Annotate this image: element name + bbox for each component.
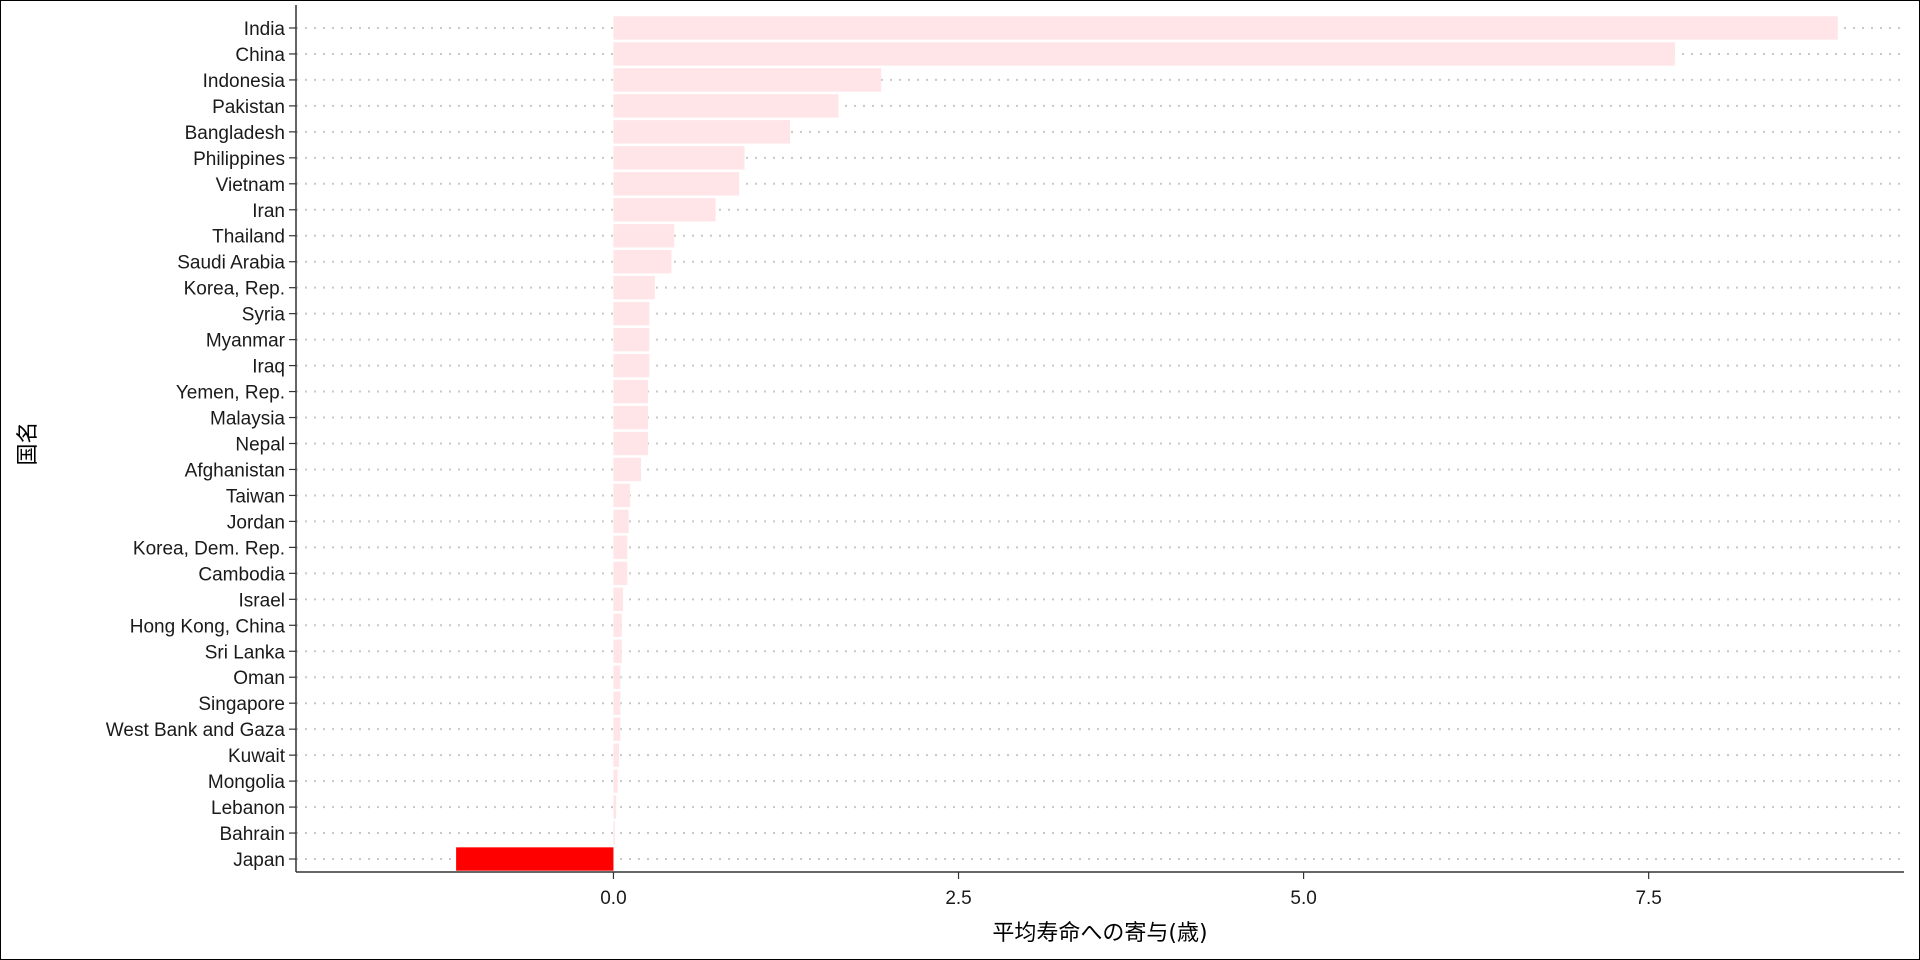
bars [456,16,1838,871]
y-tick-label: Myanmar [206,331,286,352]
y-tick-label: Taiwan [226,486,285,507]
y-tick-label: Iran [252,201,285,222]
y-axis-title: 国名 [16,421,41,465]
bar-iraq [613,353,650,378]
x-axis-title: 平均寿命への寄与(歳) [992,921,1207,946]
y-tick-label: Kuwait [228,746,286,767]
y-tick-label: Oman [233,668,285,689]
x-tick-label: 5.0 [1290,888,1316,909]
bar-malaysia [613,405,648,430]
bar-yemen-rep [613,379,648,404]
bar-myanmar [613,327,650,352]
bar-mongolia [613,769,618,793]
y-tick-label: Malaysia [210,409,285,430]
y-tick-label: Afghanistan [185,460,285,481]
bar-pakistan [613,94,839,118]
y-tick-label: Lebanon [211,798,285,819]
bar-china [613,42,1675,66]
y-tick-label: Cambodia [198,564,285,585]
y-tick-label: Korea, Dem. Rep. [133,538,285,559]
x-tick-label: 2.5 [945,888,971,909]
y-tick-label: Japan [233,850,285,871]
bar-thailand [613,224,675,248]
y-tick-label: West Bank and Gaza [106,720,286,741]
bar-japan [456,847,614,871]
x-tick-label: 7.5 [1635,888,1661,909]
y-tick-label: Saudi Arabia [177,253,285,274]
y-tick-label: Israel [239,590,285,611]
y-tick-label: Philippines [193,149,285,170]
grid-lines [296,26,1904,861]
y-tick-label: Iraq [252,357,285,378]
bar-hong-kong-china [613,613,622,637]
y-tick-label: Korea, Rep. [184,279,285,300]
y-tick-label: India [244,19,286,40]
bar-oman [613,665,621,689]
y-tick-label: Singapore [198,694,285,715]
bar-indonesia [613,68,882,92]
y-axis: India China Indonesia Pakistan Bangladesh Phi… [106,5,297,872]
y-tick-label: Thailand [212,227,285,248]
bar-jordan [613,509,629,534]
y-tick-label: Nepal [235,435,285,456]
y-tick-label: Sri Lanka [205,642,286,663]
y-tick-label: Hong Kong, China [130,616,286,637]
bar-vietnam [613,172,740,196]
bar-nepal [613,431,648,456]
y-tick-label: Pakistan [212,97,285,118]
y-tick-label: Bahrain [220,824,286,845]
bar-kuwait [613,743,619,767]
x-axis: 0.0 2.5 5.0 7.5 [296,871,1904,909]
bar-singapore [613,691,621,715]
y-tick-label: Bangladesh [185,123,285,144]
bar-sri-lanka [613,639,622,663]
bar-bahrain [613,821,615,845]
bar-lebanon [613,795,617,819]
bar-west-bank-and-gaza [613,717,621,741]
y-tick-label: Jordan [227,512,285,533]
bar-philippines [613,146,745,170]
y-tick-label: Syria [242,305,286,326]
bar-afghanistan [613,457,642,482]
x-tick-label: 0.0 [600,888,626,909]
bar-saudi-arabia [613,250,672,274]
bar-syria [613,301,650,326]
bar-cambodia [613,561,628,586]
bar-israel [613,587,624,612]
bar-korea-rep [613,275,655,300]
bar-bangladesh [613,120,791,144]
y-tick-label: Indonesia [203,71,286,92]
y-tick-label: China [235,45,285,66]
bar-india [613,16,1838,40]
y-tick-label: Mongolia [208,772,286,793]
bar-korea-dem-rep [613,535,628,560]
y-tick-label: Yemen, Rep. [176,383,285,404]
bar-iran [613,198,716,222]
bar-taiwan [613,483,631,508]
y-tick-label: Vietnam [216,175,285,196]
